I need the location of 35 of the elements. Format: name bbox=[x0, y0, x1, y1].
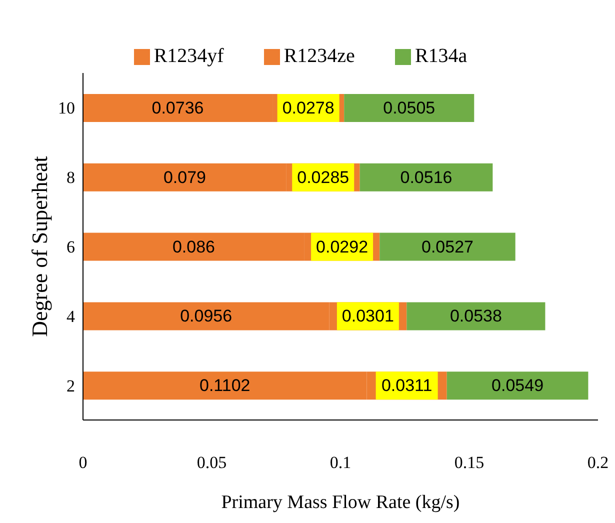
data-label: 0.0285 bbox=[297, 168, 350, 187]
data-label: 0.0278 bbox=[282, 98, 334, 118]
y-tick-label: 2 bbox=[66, 376, 75, 396]
data-label: 0.1102 bbox=[200, 376, 250, 396]
bar bbox=[446, 372, 588, 400]
y-tick-label: 4 bbox=[66, 306, 76, 326]
bar bbox=[344, 94, 474, 122]
legend-label: R1234yf bbox=[154, 45, 224, 67]
bar bbox=[380, 232, 516, 261]
y-tick-label: 10 bbox=[58, 98, 75, 118]
x-tick-label: 0.1 bbox=[330, 453, 352, 472]
data-label: 0.086 bbox=[172, 237, 215, 256]
data-label: 0.0292 bbox=[316, 237, 368, 256]
y-tick-label: 8 bbox=[66, 168, 75, 188]
legend-label: R1234ze bbox=[284, 45, 355, 67]
x-tick-label: 0.2 bbox=[587, 453, 609, 472]
data-label: 0.0516 bbox=[400, 168, 452, 187]
data-label: 0.0538 bbox=[450, 306, 502, 326]
data-label: 0.0736 bbox=[152, 98, 204, 118]
data-label: 0.0527 bbox=[421, 237, 474, 256]
y-axis-title: Degree of Superheat bbox=[26, 156, 52, 337]
data-label: 0.079 bbox=[163, 168, 206, 187]
bar bbox=[406, 302, 546, 330]
data-label: 0.0301 bbox=[342, 306, 394, 326]
x-axis-title: Primary Mass Flow Rate (kg/s) bbox=[221, 492, 460, 513]
x-tick-label: 0.15 bbox=[454, 453, 484, 472]
x-tick-label: 0 bbox=[78, 453, 88, 472]
legend-label: R134a bbox=[414, 45, 468, 67]
data-label: 0.0505 bbox=[383, 98, 436, 118]
data-label: 0.0311 bbox=[381, 376, 432, 396]
x-tick-label: 0.05 bbox=[196, 453, 227, 472]
data-label: 0.0549 bbox=[492, 376, 544, 396]
data-label: 0.0956 bbox=[180, 306, 232, 326]
y-tick-label: 6 bbox=[66, 238, 75, 257]
bar bbox=[360, 163, 493, 192]
